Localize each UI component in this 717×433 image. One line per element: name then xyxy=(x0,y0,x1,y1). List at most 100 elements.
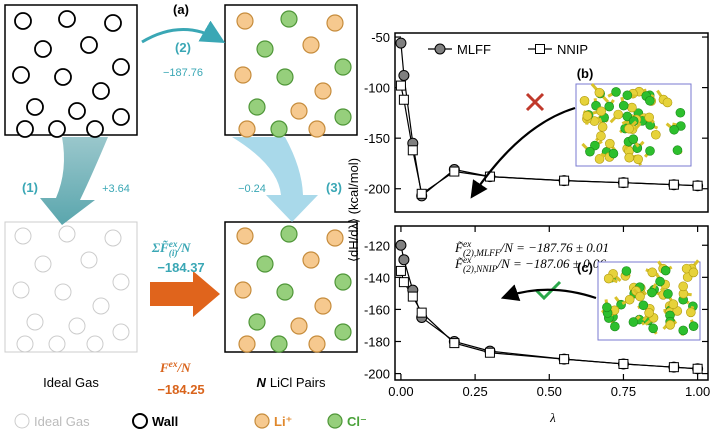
particle xyxy=(276,68,294,86)
marker xyxy=(395,265,406,276)
legend-marker xyxy=(327,413,343,429)
inset-atom xyxy=(635,291,645,302)
y-axis-label: ⟨dH/dλ⟩ (kcal/mol) xyxy=(346,158,361,262)
legend-label: MLFF xyxy=(457,42,491,57)
particle xyxy=(104,14,122,32)
marker xyxy=(407,145,418,156)
formula: ΣF̃ex (i)/N xyxy=(151,240,191,259)
marker xyxy=(559,175,570,186)
inset-atom xyxy=(622,111,633,122)
particle xyxy=(16,120,34,138)
caption-rest: LiCl Pairs xyxy=(270,375,326,390)
particle xyxy=(80,251,98,269)
step-value: −187.76 xyxy=(163,67,203,79)
particle xyxy=(314,297,332,315)
marker xyxy=(618,358,629,369)
formula-sub: (i) xyxy=(169,248,178,259)
particle xyxy=(112,323,130,341)
series-line xyxy=(400,85,698,195)
panel-label: (b) xyxy=(577,66,594,81)
inset-atom xyxy=(613,109,624,120)
step-value: +3.64 xyxy=(102,183,130,195)
inset-atom xyxy=(655,276,665,287)
inset-atom xyxy=(596,106,606,117)
formula: F̃ex (2),MLFF/N = −187.76 ± 0.01 xyxy=(454,240,609,259)
inset-atom xyxy=(597,122,608,132)
inset-atom xyxy=(645,95,655,106)
inset-atom xyxy=(602,302,612,313)
x-tick-label: 0.75 xyxy=(611,384,636,399)
particle xyxy=(68,102,86,120)
inset-atom xyxy=(668,299,679,310)
inset-atom xyxy=(647,267,658,278)
formula-tail: /N = −187.06 ± 0.06 xyxy=(496,256,606,271)
particle xyxy=(54,68,72,86)
particle xyxy=(334,108,352,126)
particle xyxy=(280,225,298,243)
x-tick-label: 0.25 xyxy=(462,384,487,399)
particle xyxy=(248,313,266,331)
particle xyxy=(68,317,86,335)
arrow-2 xyxy=(141,20,226,44)
particle xyxy=(58,225,76,243)
check-mark xyxy=(534,280,562,301)
particle xyxy=(270,335,288,353)
inset-atom xyxy=(645,146,655,156)
marker xyxy=(668,362,679,373)
inset-atom xyxy=(624,123,634,134)
legend-marker xyxy=(535,44,545,54)
inset-atom xyxy=(618,100,629,111)
inset-atom xyxy=(611,87,621,97)
particle xyxy=(276,283,294,301)
formula-sub: (2),MLFF xyxy=(463,248,501,259)
y-tick-label: -200 xyxy=(364,182,390,197)
particle xyxy=(326,229,344,247)
legend-label: Li⁺ xyxy=(274,414,292,429)
particle xyxy=(290,317,308,335)
inset-atom xyxy=(686,307,696,318)
inset-atom xyxy=(647,287,657,298)
arrow-1 xyxy=(40,137,108,225)
marker xyxy=(618,177,629,188)
inset-atom xyxy=(644,112,654,123)
particle xyxy=(234,281,252,299)
inset-atom xyxy=(627,102,637,113)
panel-label: (a) xyxy=(173,2,189,17)
arrow-3 xyxy=(232,137,318,222)
fex-value: −184.25 xyxy=(157,382,204,397)
legend-label: Wall xyxy=(152,414,178,429)
step-value: −0.24 xyxy=(238,183,266,195)
panel-label: (c) xyxy=(577,260,593,275)
particle xyxy=(112,108,130,126)
particle xyxy=(12,281,30,299)
particle xyxy=(92,82,110,100)
particle xyxy=(326,14,344,32)
marker xyxy=(395,80,406,91)
inset-atom xyxy=(660,265,671,276)
cross-mark xyxy=(525,92,545,112)
y-tick-label: -100 xyxy=(364,81,390,96)
particle xyxy=(238,120,256,138)
formula-tail: /N = −187.76 ± 0.01 xyxy=(500,240,609,255)
particle xyxy=(80,36,98,54)
inset-atom xyxy=(648,323,658,334)
inset-atom xyxy=(605,138,615,149)
particle xyxy=(34,255,52,273)
inset-atom xyxy=(603,273,614,284)
particle xyxy=(92,297,110,315)
y-tick-label: -120 xyxy=(364,238,390,253)
particle xyxy=(256,255,274,273)
step-label: (2) xyxy=(175,40,191,55)
particle xyxy=(248,98,266,116)
formula-sub: (2),NNIP xyxy=(463,264,498,275)
sum-value: −184.37 xyxy=(157,260,204,275)
marker xyxy=(692,180,703,191)
inset-atom xyxy=(663,289,673,299)
y-tick-label: -50 xyxy=(371,30,390,45)
formula: Fex/N xyxy=(159,360,191,375)
particle xyxy=(86,120,104,138)
marker xyxy=(484,347,495,358)
plot-frame xyxy=(394,225,709,381)
particle xyxy=(308,335,326,353)
inset-atom xyxy=(672,145,683,156)
